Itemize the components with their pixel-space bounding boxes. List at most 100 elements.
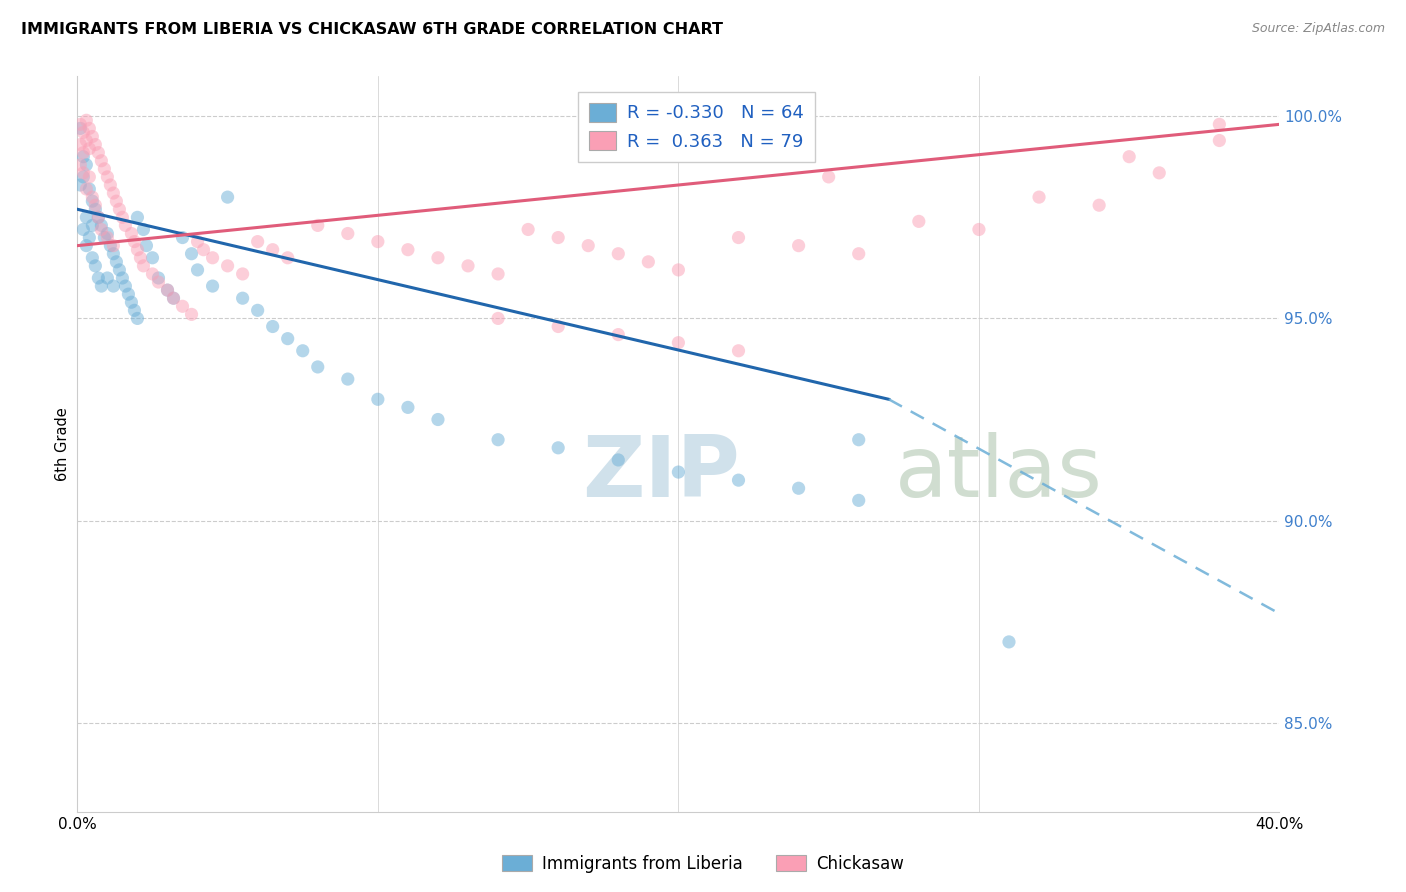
Point [307,219,329,233]
Point [246,303,269,318]
Point [217,259,239,273]
Point [114,219,136,233]
Point [576,238,599,252]
Point [848,246,870,260]
Point [162,291,184,305]
Point [111,211,134,225]
Point [72,145,94,160]
Point [90,279,112,293]
Point [427,251,450,265]
Point [120,227,142,241]
Point [79,182,101,196]
Text: Source: ZipAtlas.com: Source: ZipAtlas.com [1251,22,1385,36]
Point [75,238,97,252]
Point [998,635,1021,649]
Point [69,158,91,172]
Point [79,169,101,184]
Point [908,214,931,228]
Point [486,311,509,326]
Point [82,190,104,204]
Point [103,279,125,293]
Point [547,230,569,244]
Point [1118,150,1140,164]
Point [87,211,110,225]
Point [127,243,149,257]
Point [79,121,101,136]
Point [75,134,97,148]
Point [72,169,94,184]
Point [607,327,630,342]
Point [727,230,749,244]
Point [547,441,569,455]
Point [201,251,224,265]
Point [486,267,509,281]
Point [817,169,839,184]
Point [79,230,101,244]
Point [396,243,419,257]
Legend: R = -0.330   N = 64, R =  0.363   N = 79: R = -0.330 N = 64, R = 0.363 N = 79 [578,92,814,161]
Point [232,291,254,305]
Point [90,153,112,168]
Point [367,392,389,407]
Point [84,259,107,273]
Point [291,343,314,358]
Point [82,129,104,144]
Point [637,255,659,269]
Point [82,219,104,233]
Point [75,182,97,196]
Point [262,319,284,334]
Point [186,235,209,249]
Point [668,335,690,350]
Point [111,271,134,285]
Point [90,219,112,233]
Point [232,267,254,281]
Point [87,145,110,160]
Point [172,299,194,313]
Point [75,113,97,128]
Point [277,332,299,346]
Point [103,246,125,260]
Point [180,307,202,321]
Point [87,211,110,225]
Point [668,263,690,277]
Point [277,251,299,265]
Text: IMMIGRANTS FROM LIBERIA VS CHICKASAW 6TH GRADE CORRELATION CHART: IMMIGRANTS FROM LIBERIA VS CHICKASAW 6TH… [21,22,723,37]
Point [87,271,110,285]
Point [1208,117,1230,131]
Point [82,194,104,209]
Point [547,319,569,334]
Point [848,493,870,508]
Point [486,433,509,447]
Point [72,166,94,180]
Point [103,238,125,252]
Point [307,359,329,374]
Point [336,372,359,386]
Point [148,275,170,289]
Point [93,161,115,176]
Point [156,283,179,297]
Point [96,169,118,184]
Point [127,211,149,225]
Text: ZIP: ZIP [582,432,740,515]
Point [141,251,163,265]
Legend: Immigrants from Liberia, Chickasaw: Immigrants from Liberia, Chickasaw [495,848,911,880]
Point [848,433,870,447]
Point [787,238,810,252]
Point [84,202,107,217]
Point [127,311,149,326]
Point [1208,134,1230,148]
Point [117,287,139,301]
Point [1028,190,1050,204]
Point [108,202,131,217]
Point [727,343,749,358]
Point [217,190,239,204]
Point [787,481,810,495]
Point [148,271,170,285]
Point [103,186,125,200]
Point [69,178,91,192]
Point [69,117,91,131]
Point [90,222,112,236]
Point [75,158,97,172]
Point [201,279,224,293]
Point [120,295,142,310]
